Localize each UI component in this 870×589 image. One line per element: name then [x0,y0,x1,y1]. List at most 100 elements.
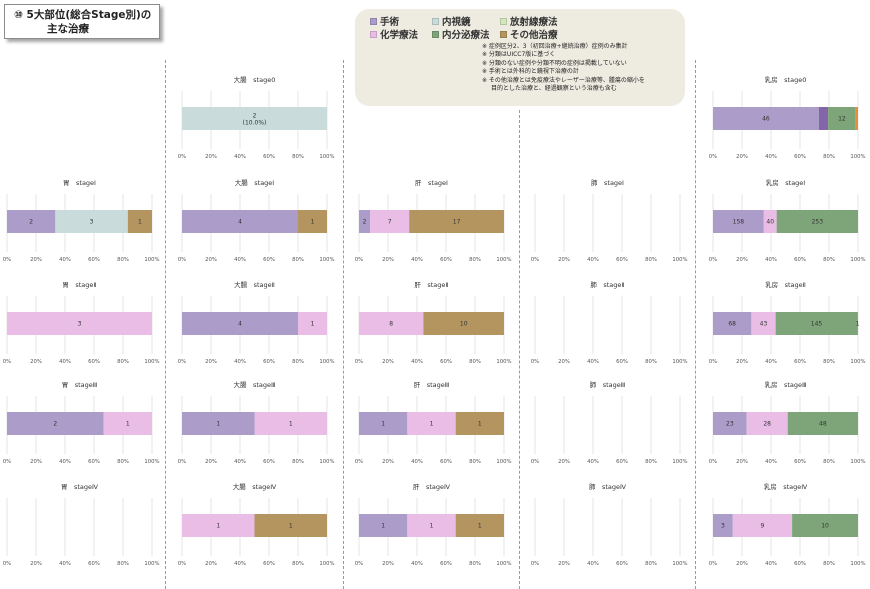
tick-label: 60% [440,459,452,465]
bar-segment [182,312,298,335]
bar-segment [713,412,747,435]
tick-label: 0% [3,561,11,567]
chart-panel: 乳房 stageⅡ 0% 20% 40% 60% 80% 100% 68 43 145 1 [709,280,866,365]
tick-label: 80% [469,561,481,567]
tick-label: 20% [736,154,748,160]
bar-segment [713,210,764,233]
tick-label: 80% [117,359,129,365]
bar-segment [423,312,504,335]
chart-title: 乳房 stageⅡ [765,280,806,289]
tick-label: 20% [382,257,394,263]
tick-label: 80% [117,561,129,567]
tick-label: 20% [736,257,748,263]
tick-label: 40% [587,257,599,263]
data-label: 12 [838,116,846,123]
bar-segment [713,514,733,537]
chart-panel: 胃 stageⅢ 0% 20% 40% 60% 80% 100% 2 1 [3,381,160,465]
data-label: 1 [311,321,315,328]
data-label: 1 [381,523,385,530]
chart-title: 肝 stageⅢ [414,381,450,389]
bar-segment [7,312,152,335]
bar-segment [713,107,819,130]
chart-title: 胃 stageⅢ [62,381,98,389]
data-label: 2 [363,219,367,226]
chart-title: 乳房 stage0 [765,75,807,84]
tick-label: 60% [263,459,275,465]
tick-label: 80% [823,154,835,160]
chart-panel: 肺 stageⅣ 0% 20% 40% 60% 80% 100% [531,483,688,567]
bar-segment [359,514,408,537]
tick-label: 60% [88,459,100,465]
tick-label: 80% [645,257,657,263]
tick-label: 0% [355,257,363,263]
tick-label: 100% [496,561,511,567]
data-label: 145 [811,321,823,328]
legend-item-endocrine: 内分泌療法 [432,28,490,41]
data-label: 1 [126,421,130,428]
tick-label: 0% [709,561,717,567]
tick-label: 60% [263,154,275,160]
bar-segment [182,412,255,435]
tick-label: 40% [765,257,777,263]
tick-label: 0% [709,459,717,465]
data-label: 4 [238,321,242,328]
data-label: 10 [821,523,829,530]
tick-label: 100% [319,561,334,567]
tick-label: 100% [672,561,687,567]
column-separator [165,60,166,589]
data-label: 1 [289,421,293,428]
data-label: 1 [138,219,142,226]
tick-label: 20% [558,459,570,465]
tick-label: 40% [411,459,423,465]
chart-panel: 肝 stageⅢ 0% 20% 40% 60% 80% 100% 1 1 1 [355,381,512,465]
tick-label: 80% [117,257,129,263]
tick-label: 0% [531,459,539,465]
legend-swatch-chemotherapy [370,30,377,38]
tick-label: 0% [178,561,186,567]
data-label: 23 [726,421,734,428]
tick-label: 100% [496,359,511,365]
chart-title: 肝 stageⅠ [415,179,448,187]
tick-label: 80% [469,257,481,263]
tick-label: 100% [672,359,687,365]
tick-label: 0% [178,154,186,160]
tick-label: 40% [59,459,71,465]
tick-label: 40% [587,561,599,567]
bar-segment [298,312,327,335]
tick-label: 60% [88,561,100,567]
chart-title: 肺 stageⅣ [589,483,626,491]
chart-title: 肺 stageⅢ [590,381,626,389]
tick-label: 20% [205,459,217,465]
data-label: 158 [733,219,745,226]
tick-label: 20% [558,359,570,365]
chart-title: 乳房 stageⅢ [764,380,806,389]
tick-label: 40% [234,459,246,465]
data-label: 1 [856,321,860,328]
legend-label: 内視鏡 [442,17,471,28]
tick-label: 100% [144,257,159,263]
tick-label: 0% [709,154,717,160]
bar-segment [182,107,327,130]
legend-swatch-radiotherapy [500,17,507,25]
bar-segment [370,210,410,233]
data-label: 253 [812,219,824,226]
tick-label: 0% [355,561,363,567]
column-separator [343,60,344,589]
data-label: 3 [90,219,94,226]
bar-segment [407,412,456,435]
tick-label: 80% [292,154,304,160]
tick-label: 80% [292,359,304,365]
chart-title: 大腸 stageⅠ [235,178,275,187]
tick-label: 80% [292,459,304,465]
data-label: 1 [311,219,315,226]
tick-label: 20% [30,459,42,465]
tick-label: 80% [292,257,304,263]
tick-label: 60% [263,257,275,263]
data-label: 1 [478,523,482,530]
tick-label: 100% [319,154,334,160]
tick-label: 60% [794,257,806,263]
legend-swatch-surgery [370,17,377,25]
tick-label: 0% [178,359,186,365]
legend-label: 化学療法 [380,30,419,41]
